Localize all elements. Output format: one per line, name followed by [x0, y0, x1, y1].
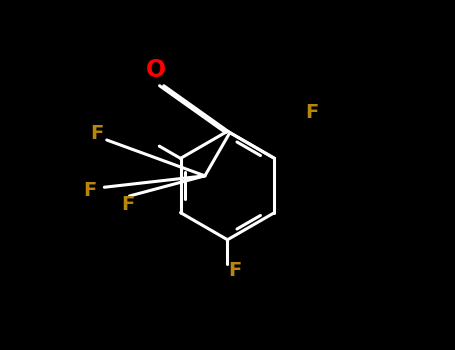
Text: F: F [84, 181, 97, 200]
Text: F: F [305, 103, 318, 122]
Text: F: F [121, 195, 134, 214]
Text: F: F [228, 261, 242, 280]
Text: F: F [91, 124, 104, 143]
Text: O: O [146, 58, 166, 82]
